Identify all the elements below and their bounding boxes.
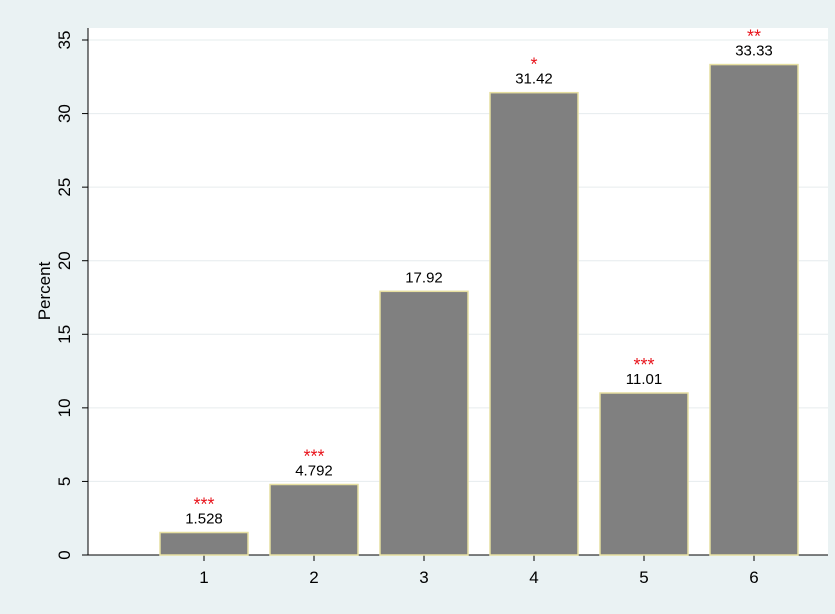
y-tick-label: 0: [55, 550, 74, 559]
value-label: 33.33: [735, 43, 773, 60]
value-label: 4.792: [295, 462, 333, 479]
significance-annotation: ***: [303, 446, 324, 466]
significance-annotation: **: [747, 27, 761, 47]
y-tick-label: 20: [55, 251, 74, 270]
value-label: 17.92: [405, 269, 443, 286]
x-tick-label: 1: [199, 568, 208, 587]
y-tick-label: 35: [55, 31, 74, 50]
y-tick-label: 10: [55, 398, 74, 417]
x-tick-label: 4: [529, 568, 538, 587]
y-tick-label: 5: [55, 477, 74, 486]
bar: [379, 290, 469, 556]
x-tick-label: 2: [309, 568, 318, 587]
significance-annotation: ***: [633, 355, 654, 375]
value-label: 31.42: [515, 71, 553, 88]
bar: [489, 91, 579, 556]
y-tick-label: 25: [55, 178, 74, 197]
bar: [599, 392, 689, 556]
value-label: 1.528: [185, 511, 223, 528]
x-tick-label: 6: [749, 568, 758, 587]
x-tick-label: 5: [639, 568, 648, 587]
bar: [709, 63, 799, 556]
significance-annotation: *: [530, 55, 537, 75]
x-tick-label: 3: [419, 568, 428, 587]
y-tick-label: 30: [55, 104, 74, 123]
y-axis-title: Percent: [35, 261, 54, 320]
bar: [269, 483, 359, 556]
y-tick-label: 15: [55, 325, 74, 344]
significance-annotation: ***: [193, 495, 214, 515]
value-label: 11.01: [626, 371, 662, 388]
bar: [159, 531, 249, 556]
